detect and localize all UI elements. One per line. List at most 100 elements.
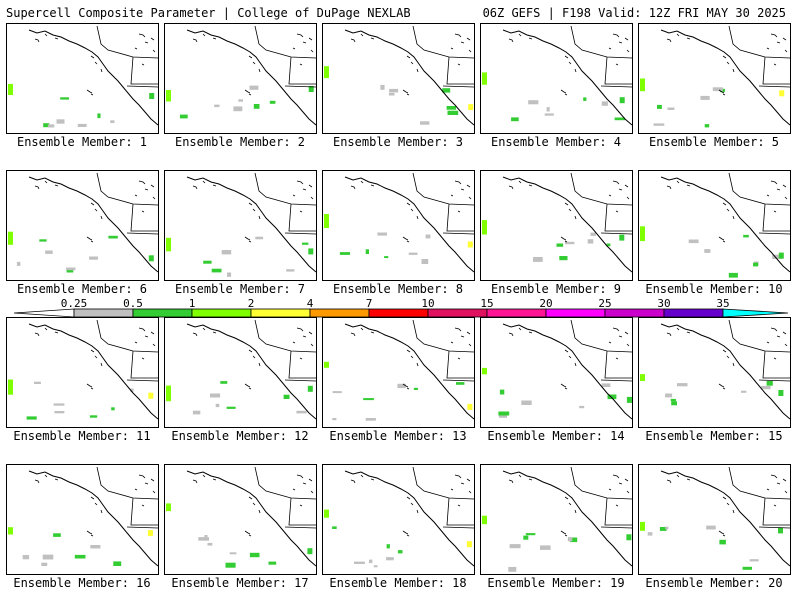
island-outline xyxy=(202,180,206,184)
political-border xyxy=(442,232,474,235)
island-outline xyxy=(722,55,727,59)
political-border xyxy=(570,319,632,353)
parameter-patch xyxy=(778,527,783,534)
parameter-patch xyxy=(640,374,645,381)
island-outline xyxy=(192,479,198,484)
island-outline xyxy=(299,357,303,360)
ensemble-member-label: Ensemble Member: 8 xyxy=(332,282,464,296)
parameter-speckle xyxy=(249,552,260,558)
island-outline xyxy=(44,33,48,37)
political-border xyxy=(288,350,316,379)
island-outline xyxy=(248,93,252,96)
island-outline xyxy=(252,208,256,212)
coastline xyxy=(344,470,474,567)
parameter-speckle xyxy=(614,117,625,121)
island-outline xyxy=(560,236,567,241)
parameter-speckle xyxy=(283,394,290,399)
parameter-speckle xyxy=(198,537,209,541)
political-border xyxy=(570,25,632,59)
island-outline xyxy=(90,496,95,500)
parameter-speckle xyxy=(354,561,365,564)
colorbar-tick-label: 0.5 xyxy=(123,297,143,310)
island-outline xyxy=(766,488,770,491)
parameter-speckle xyxy=(728,272,738,278)
parameter-speckle xyxy=(66,269,74,273)
parameter-speckle xyxy=(606,243,611,247)
map-panel-svg xyxy=(324,25,474,126)
island-outline xyxy=(244,530,251,535)
parameter-speckle xyxy=(590,232,596,236)
island-outline xyxy=(618,188,623,191)
island-outline xyxy=(454,33,462,38)
colorbar-segment xyxy=(545,308,606,318)
parameter-patch xyxy=(482,367,487,375)
island-outline xyxy=(292,47,296,50)
parameter-speckle xyxy=(332,391,342,394)
island-outline xyxy=(468,343,472,347)
ensemble-map-panel xyxy=(6,170,159,281)
political-border xyxy=(130,350,158,379)
parameter-speckle xyxy=(214,104,220,108)
island-outline xyxy=(612,327,620,332)
ensemble-map-panel xyxy=(6,317,159,428)
island-outline xyxy=(466,331,471,335)
parameter-speckle xyxy=(22,555,30,560)
colorbar-segment xyxy=(132,308,193,318)
parameter-patch xyxy=(626,396,632,403)
parameter-speckle xyxy=(704,124,710,128)
ensemble-member-label: Ensemble Member: 3 xyxy=(332,135,464,149)
parameter-patch xyxy=(324,361,329,368)
parameter-speckle xyxy=(508,566,517,572)
parameter-speckle xyxy=(373,565,378,568)
parameter-speckle xyxy=(540,545,551,550)
island-outline xyxy=(299,210,303,213)
island-outline xyxy=(410,61,414,65)
island-outline xyxy=(54,184,59,187)
parameter-speckle xyxy=(89,256,98,260)
parameter-speckle xyxy=(442,88,451,93)
coastline xyxy=(344,323,474,420)
island-outline xyxy=(508,185,514,190)
ensemble-member-label: Ensemble Member: 10 xyxy=(645,282,783,296)
parameter-speckle xyxy=(677,383,688,387)
parameter-speckle xyxy=(559,256,568,261)
ensemble-map-panel xyxy=(164,317,317,428)
island-outline xyxy=(34,185,40,190)
political-border xyxy=(600,526,632,529)
island-outline xyxy=(416,215,419,220)
parameter-speckle xyxy=(397,550,403,554)
island-outline xyxy=(258,68,261,73)
island-outline xyxy=(141,210,145,213)
island-outline xyxy=(212,331,217,334)
island-outline xyxy=(406,387,410,390)
parameter-speckle xyxy=(665,393,673,398)
parameter-speckle xyxy=(54,411,65,414)
colorbar-min-arrow xyxy=(13,308,75,318)
colorbar-tick-label: 30 xyxy=(657,297,670,310)
island-outline xyxy=(466,37,471,41)
parameter-speckle xyxy=(456,382,465,385)
island-outline xyxy=(34,332,40,337)
island-outline xyxy=(416,68,419,73)
island-outline xyxy=(406,55,411,59)
parameter-speckle xyxy=(601,383,611,387)
island-outline xyxy=(766,47,770,50)
island-outline xyxy=(44,474,48,478)
colorbar-segment xyxy=(486,308,547,318)
parameter-speckle xyxy=(53,533,61,537)
island-outline xyxy=(773,210,777,213)
parameter-patch xyxy=(779,90,785,97)
parameter-speckle xyxy=(665,526,669,530)
island-outline xyxy=(296,180,304,185)
island-outline xyxy=(568,355,572,359)
parameter-speckle xyxy=(268,561,277,565)
ensemble-map-panel xyxy=(638,170,791,281)
colorbar-tick-label: 15 xyxy=(480,297,493,310)
island-outline xyxy=(244,236,251,241)
parameter-speckle xyxy=(760,385,771,390)
island-outline xyxy=(460,482,465,485)
colorbar-segment xyxy=(368,308,429,318)
island-outline xyxy=(784,49,788,53)
island-outline xyxy=(732,509,735,514)
island-outline xyxy=(450,194,454,197)
